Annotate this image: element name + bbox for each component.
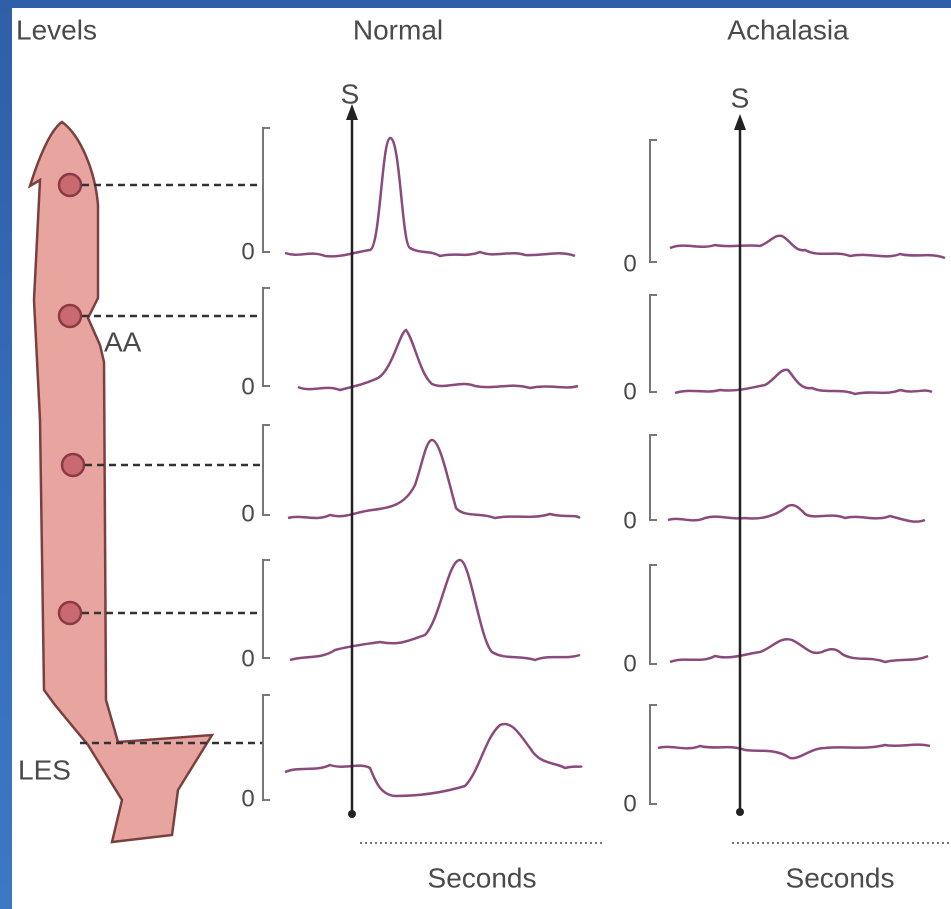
aa-label: AA xyxy=(104,326,142,357)
x-axis-label: Seconds xyxy=(786,862,895,893)
swallow-end xyxy=(348,810,356,818)
zero-label: 0 xyxy=(241,645,254,672)
diagram: Levels Normal Achalasia AA LES 0 0 0 0 0 xyxy=(0,0,951,909)
zero-label: 0 xyxy=(241,238,254,265)
sensor xyxy=(62,454,84,476)
normal-heading: Normal xyxy=(353,14,443,45)
zero-label: 0 xyxy=(241,785,254,812)
zero-label: 0 xyxy=(241,373,254,400)
zero-label: 0 xyxy=(241,500,254,527)
sensor xyxy=(59,305,81,327)
les-label: LES xyxy=(18,754,71,785)
swallow-end xyxy=(736,808,744,816)
zero-label: 0 xyxy=(623,790,636,817)
zero-label: 0 xyxy=(623,507,636,534)
zero-label: 0 xyxy=(623,250,636,277)
sensor xyxy=(59,602,81,624)
achalasia-heading: Achalasia xyxy=(727,14,849,45)
page: {"header": {"levels": "Levels", "normal"… xyxy=(0,0,951,909)
swallow-label: S xyxy=(731,82,750,113)
levels-heading: Levels xyxy=(16,14,97,45)
sensor xyxy=(59,174,81,196)
zero-label: 0 xyxy=(623,650,636,677)
swallow-label: S xyxy=(341,78,360,109)
zero-label: 0 xyxy=(623,378,636,405)
x-axis-label: Seconds xyxy=(428,862,537,893)
